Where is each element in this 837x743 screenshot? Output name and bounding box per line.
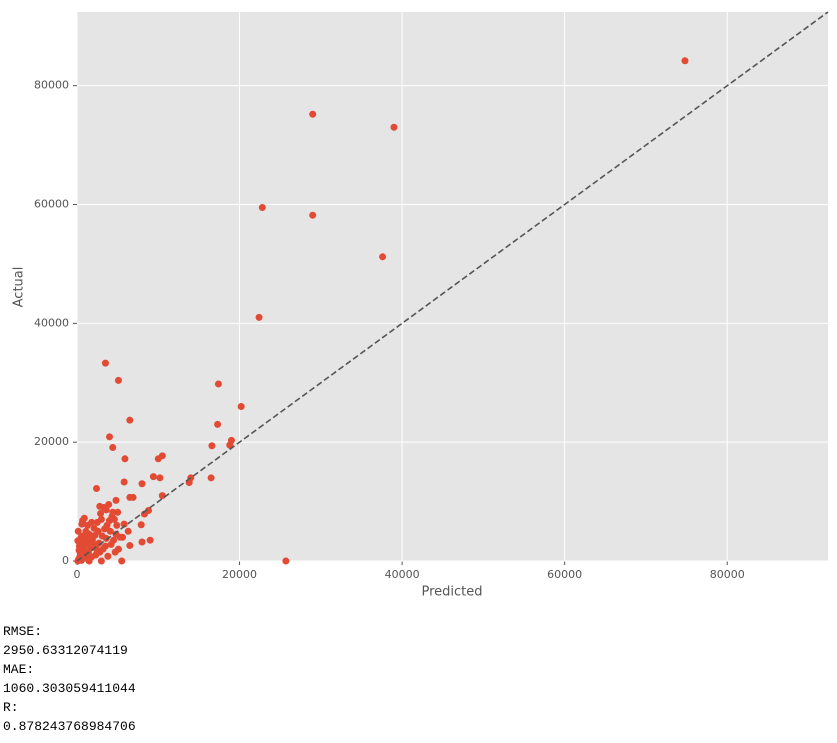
- point: [93, 485, 101, 493]
- point: [104, 552, 112, 560]
- point: [121, 455, 129, 463]
- y-tick-label: 40000: [34, 316, 69, 329]
- point: [214, 380, 222, 388]
- point: [114, 508, 122, 516]
- point: [379, 253, 387, 261]
- output-line: MAE:: [3, 662, 34, 677]
- point: [81, 534, 89, 542]
- point: [101, 525, 109, 533]
- point: [208, 442, 216, 450]
- y-tick-label: 80000: [34, 79, 69, 92]
- x-tick-label: 40000: [385, 568, 420, 581]
- point: [94, 527, 102, 535]
- point: [681, 57, 689, 65]
- x-tick-label: 60000: [547, 568, 582, 581]
- point: [106, 527, 114, 535]
- point: [112, 530, 120, 538]
- point: [74, 537, 82, 545]
- point: [137, 521, 145, 529]
- point: [214, 420, 222, 428]
- point: [99, 545, 107, 553]
- point: [138, 538, 146, 546]
- point: [158, 492, 166, 500]
- output-line: 2950.63312074119: [3, 643, 128, 658]
- point: [102, 534, 110, 542]
- output-line: 0.878243768984706: [3, 719, 136, 734]
- point: [114, 545, 122, 553]
- point: [146, 536, 154, 544]
- x-tick-label: 0: [74, 568, 81, 581]
- point: [97, 515, 105, 523]
- point: [309, 211, 317, 219]
- output-line: RMSE:: [3, 624, 42, 639]
- y-axis-label: Actual: [12, 267, 27, 308]
- point: [78, 520, 86, 528]
- point: [258, 203, 266, 211]
- point: [102, 506, 110, 514]
- point: [75, 546, 83, 554]
- point: [282, 557, 290, 565]
- x-tick-label: 20000: [222, 568, 257, 581]
- point: [112, 496, 120, 504]
- point: [107, 540, 115, 548]
- point: [126, 416, 134, 424]
- point: [255, 313, 263, 321]
- point: [96, 502, 104, 510]
- point: [138, 480, 146, 488]
- point: [97, 509, 105, 517]
- point: [74, 527, 82, 535]
- point: [105, 501, 113, 509]
- y-tick-label: 0: [62, 554, 69, 567]
- point: [154, 455, 162, 463]
- y-tick-label: 60000: [34, 198, 69, 211]
- point: [118, 557, 126, 565]
- x-tick-label: 80000: [710, 568, 745, 581]
- point: [156, 474, 164, 482]
- point: [226, 441, 234, 449]
- point: [80, 514, 88, 522]
- point: [390, 123, 398, 131]
- point: [97, 557, 105, 565]
- point: [124, 527, 132, 535]
- point: [110, 515, 118, 523]
- y-tick-label: 20000: [34, 435, 69, 448]
- point: [101, 359, 109, 367]
- point: [126, 542, 134, 550]
- point: [106, 433, 114, 441]
- point: [88, 518, 96, 526]
- point: [149, 473, 157, 481]
- point: [95, 539, 103, 547]
- point: [207, 474, 215, 482]
- point: [109, 508, 117, 516]
- point: [129, 493, 137, 501]
- output-line: 1060.303059411044: [3, 681, 136, 696]
- point: [237, 403, 245, 411]
- point: [114, 376, 122, 384]
- point: [82, 542, 90, 550]
- point: [109, 444, 117, 452]
- point: [120, 478, 128, 486]
- identity-line: [76, 11, 829, 562]
- output-line: R:: [3, 700, 19, 715]
- point: [113, 521, 121, 529]
- x-axis-label: Predicted: [421, 585, 482, 600]
- point: [120, 520, 128, 528]
- point: [85, 557, 93, 565]
- point: [309, 110, 317, 118]
- point: [85, 530, 93, 538]
